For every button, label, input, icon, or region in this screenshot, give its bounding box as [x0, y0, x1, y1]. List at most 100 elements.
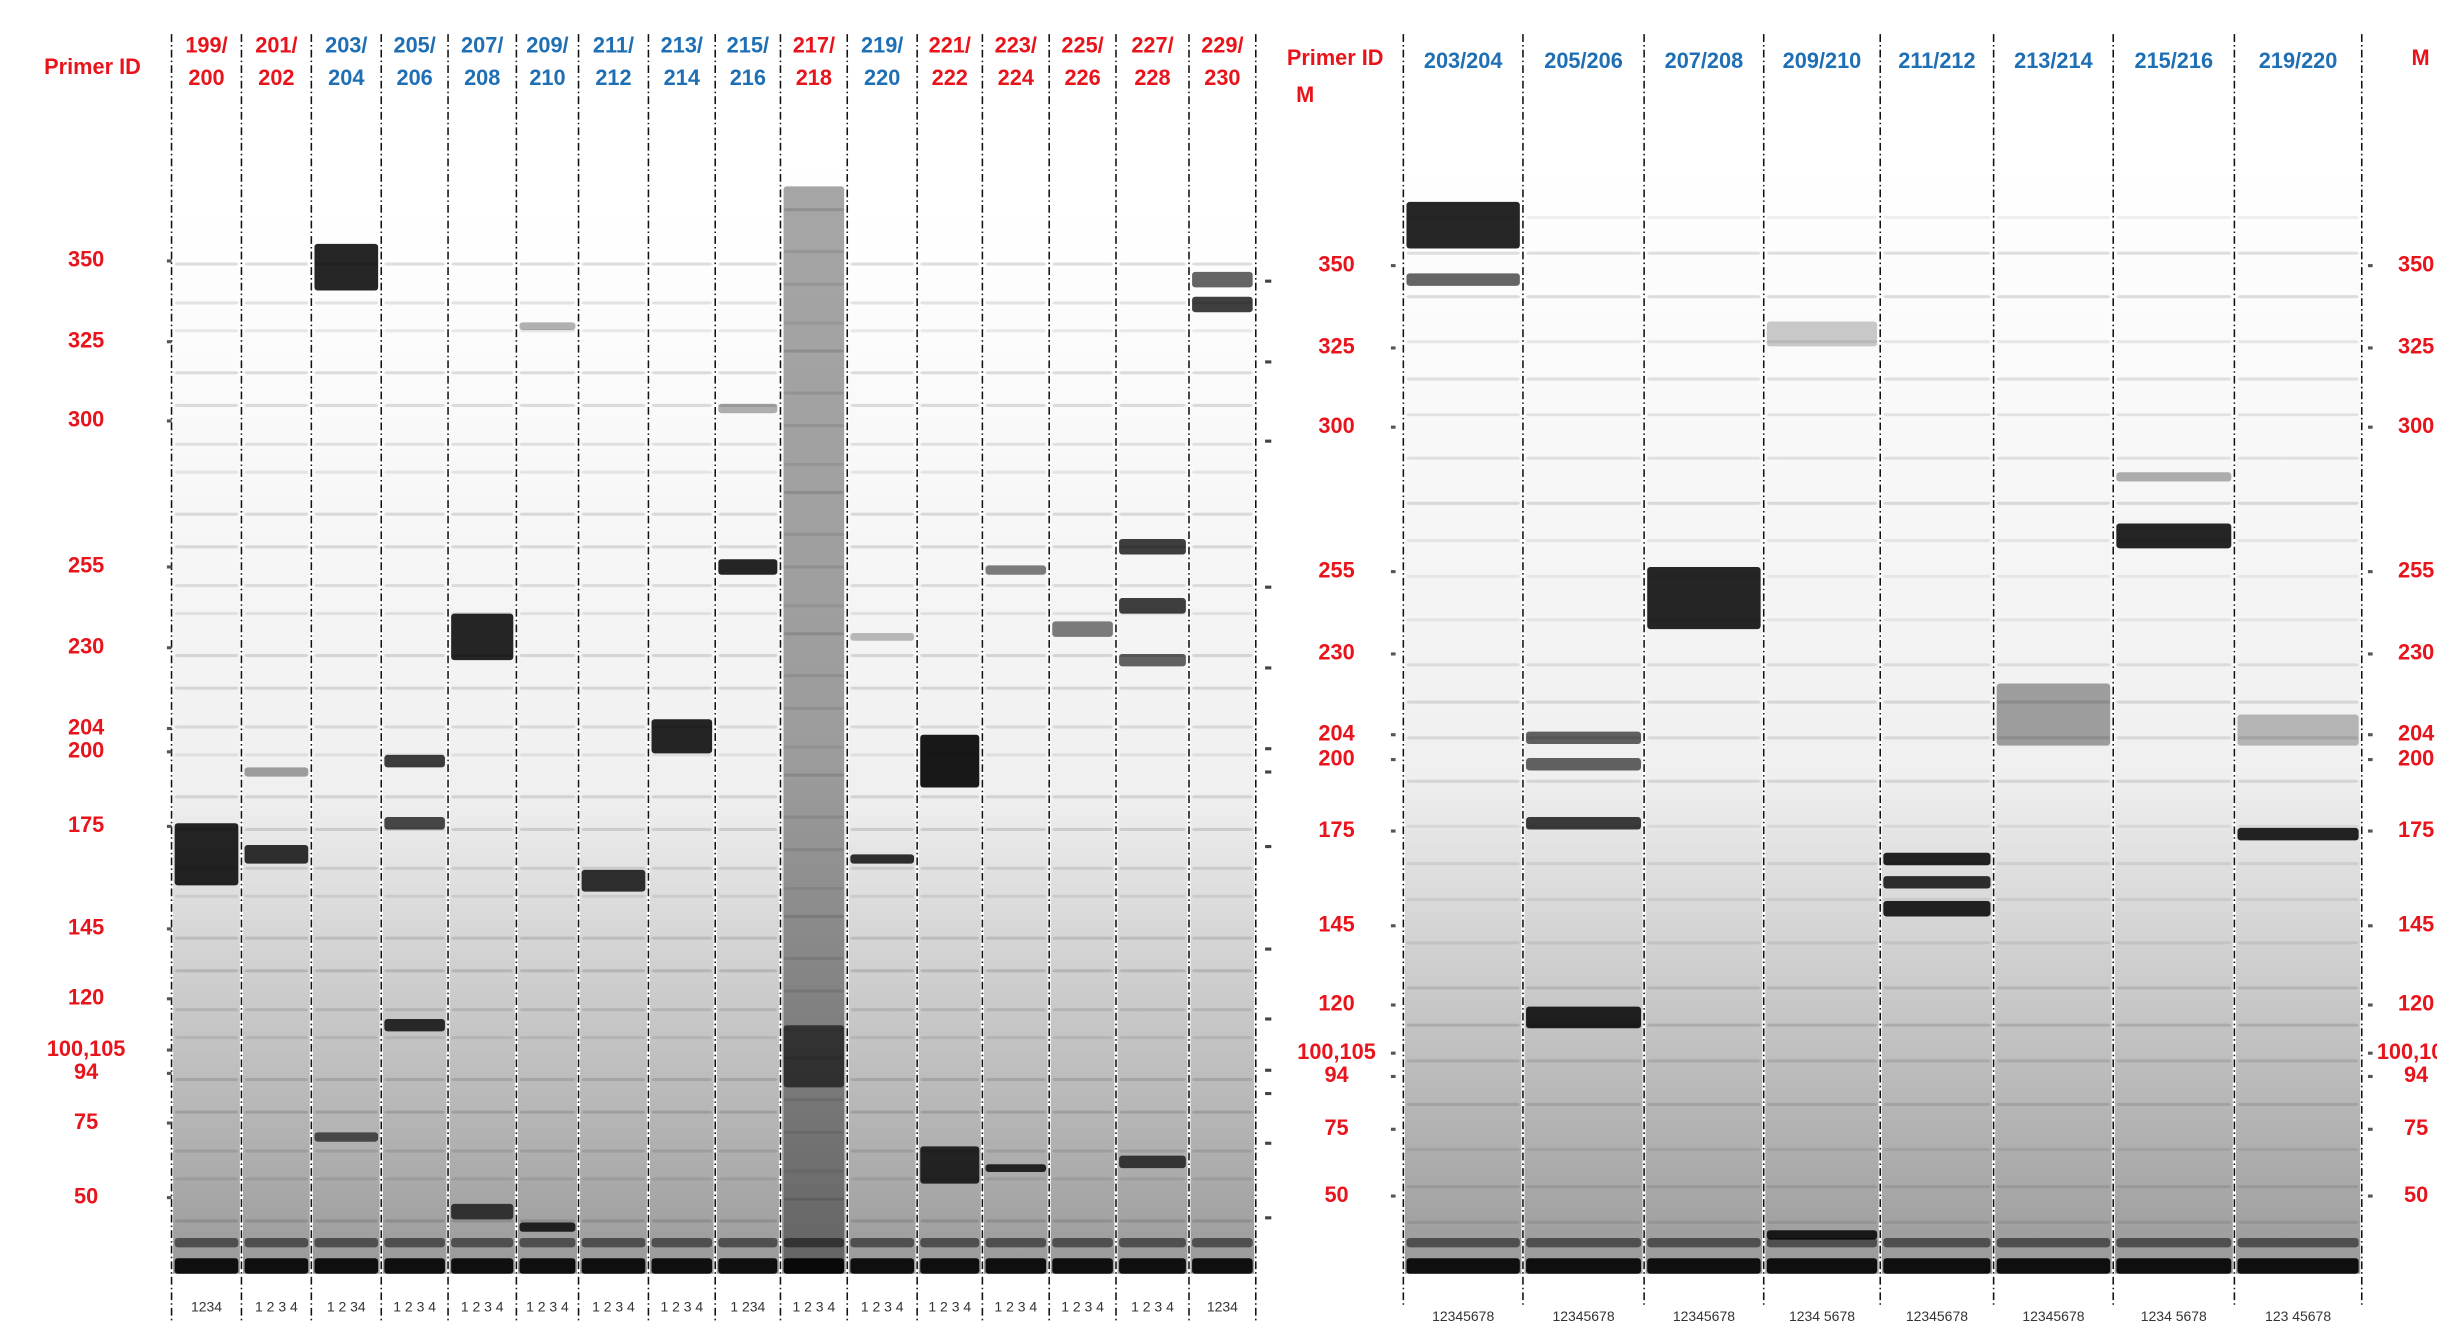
band [314, 867, 378, 870]
band [519, 513, 575, 516]
band [1119, 404, 1186, 407]
band [718, 937, 777, 940]
right-marker-heading: M [1296, 82, 1314, 107]
band [1997, 295, 2110, 298]
marker-label: 100,105 [47, 1036, 126, 1061]
primer-label-top: 225/ [1061, 32, 1103, 57]
band [1883, 618, 1990, 621]
band [519, 1177, 575, 1180]
band [314, 937, 378, 940]
band [1119, 598, 1186, 614]
band [2116, 252, 2231, 255]
band [985, 263, 1046, 266]
band [850, 612, 914, 615]
band [985, 1036, 1046, 1039]
band [1119, 539, 1186, 555]
band [2237, 1221, 2358, 1224]
band [451, 263, 513, 266]
band [582, 443, 646, 446]
band [519, 1258, 575, 1274]
band [1526, 1221, 1641, 1224]
band [582, 329, 646, 332]
primer-label-bottom: 218 [796, 65, 832, 90]
ladder-dot [1265, 440, 1271, 443]
band [1767, 413, 1877, 416]
ladder-dot [1391, 1052, 1396, 1055]
band [314, 584, 378, 587]
band [985, 1164, 1046, 1172]
band [451, 867, 513, 870]
band [314, 329, 378, 332]
band [1767, 618, 1877, 621]
ladder-dot [167, 340, 172, 343]
band [1883, 901, 1990, 917]
band [1883, 736, 1990, 739]
band [1526, 457, 1641, 460]
band [175, 1149, 239, 1152]
band [175, 545, 239, 548]
band [2116, 377, 2231, 380]
band [1767, 1024, 1877, 1027]
band [175, 687, 239, 690]
band [1997, 898, 2110, 901]
ladder-dot [167, 565, 172, 568]
band [384, 329, 445, 332]
band [920, 612, 979, 615]
band [314, 404, 378, 407]
band [985, 1219, 1046, 1222]
band [920, 1111, 979, 1114]
band [1997, 1221, 2110, 1224]
edge-marker-label: 100,105 [2377, 1039, 2437, 1064]
primer-label-bottom: 210 [529, 65, 565, 90]
band [920, 471, 979, 474]
band [2116, 502, 2231, 505]
band [985, 1238, 1046, 1247]
band [985, 612, 1046, 615]
band [1406, 273, 1519, 285]
band [652, 263, 713, 266]
band [1997, 539, 2110, 542]
band [985, 687, 1046, 690]
band [1119, 867, 1186, 870]
band [1883, 876, 1990, 888]
primer-label-top: 201/ [255, 32, 297, 57]
band [718, 371, 777, 374]
band [985, 371, 1046, 374]
band [1406, 575, 1519, 578]
ladder-dot [167, 825, 172, 828]
band [314, 443, 378, 446]
band [1767, 1148, 1877, 1151]
band [718, 513, 777, 516]
ladder-dot [2368, 829, 2373, 832]
band [2116, 295, 2231, 298]
band [1052, 513, 1113, 516]
band [245, 725, 309, 728]
band [1119, 725, 1186, 728]
band [384, 1036, 445, 1039]
band [2237, 701, 2358, 704]
gel-figure: Primer ID Primer ID M M 199/2001234201/2… [0, 0, 2437, 1325]
band [519, 322, 575, 330]
band [582, 263, 646, 266]
band [718, 612, 777, 615]
ladder-dot [2368, 1195, 2373, 1198]
band [582, 870, 646, 892]
band [175, 1111, 239, 1114]
band [245, 404, 309, 407]
edge-marker-label: 325 [2398, 334, 2434, 359]
lane-numbers: 1234 [1207, 1299, 1238, 1315]
band [718, 471, 777, 474]
band [1883, 252, 1990, 255]
band [2237, 252, 2358, 255]
band [850, 471, 914, 474]
band [1192, 1238, 1253, 1247]
band [2116, 825, 2231, 828]
band [1406, 252, 1519, 255]
band [850, 1008, 914, 1011]
band [314, 1111, 378, 1114]
band [175, 1219, 239, 1222]
lane-numbers: 1 2 3 4 [660, 1299, 703, 1315]
primer-label-bottom: 222 [932, 65, 968, 90]
band [1647, 1148, 1760, 1151]
primer-label-top: 213/ [661, 32, 703, 57]
